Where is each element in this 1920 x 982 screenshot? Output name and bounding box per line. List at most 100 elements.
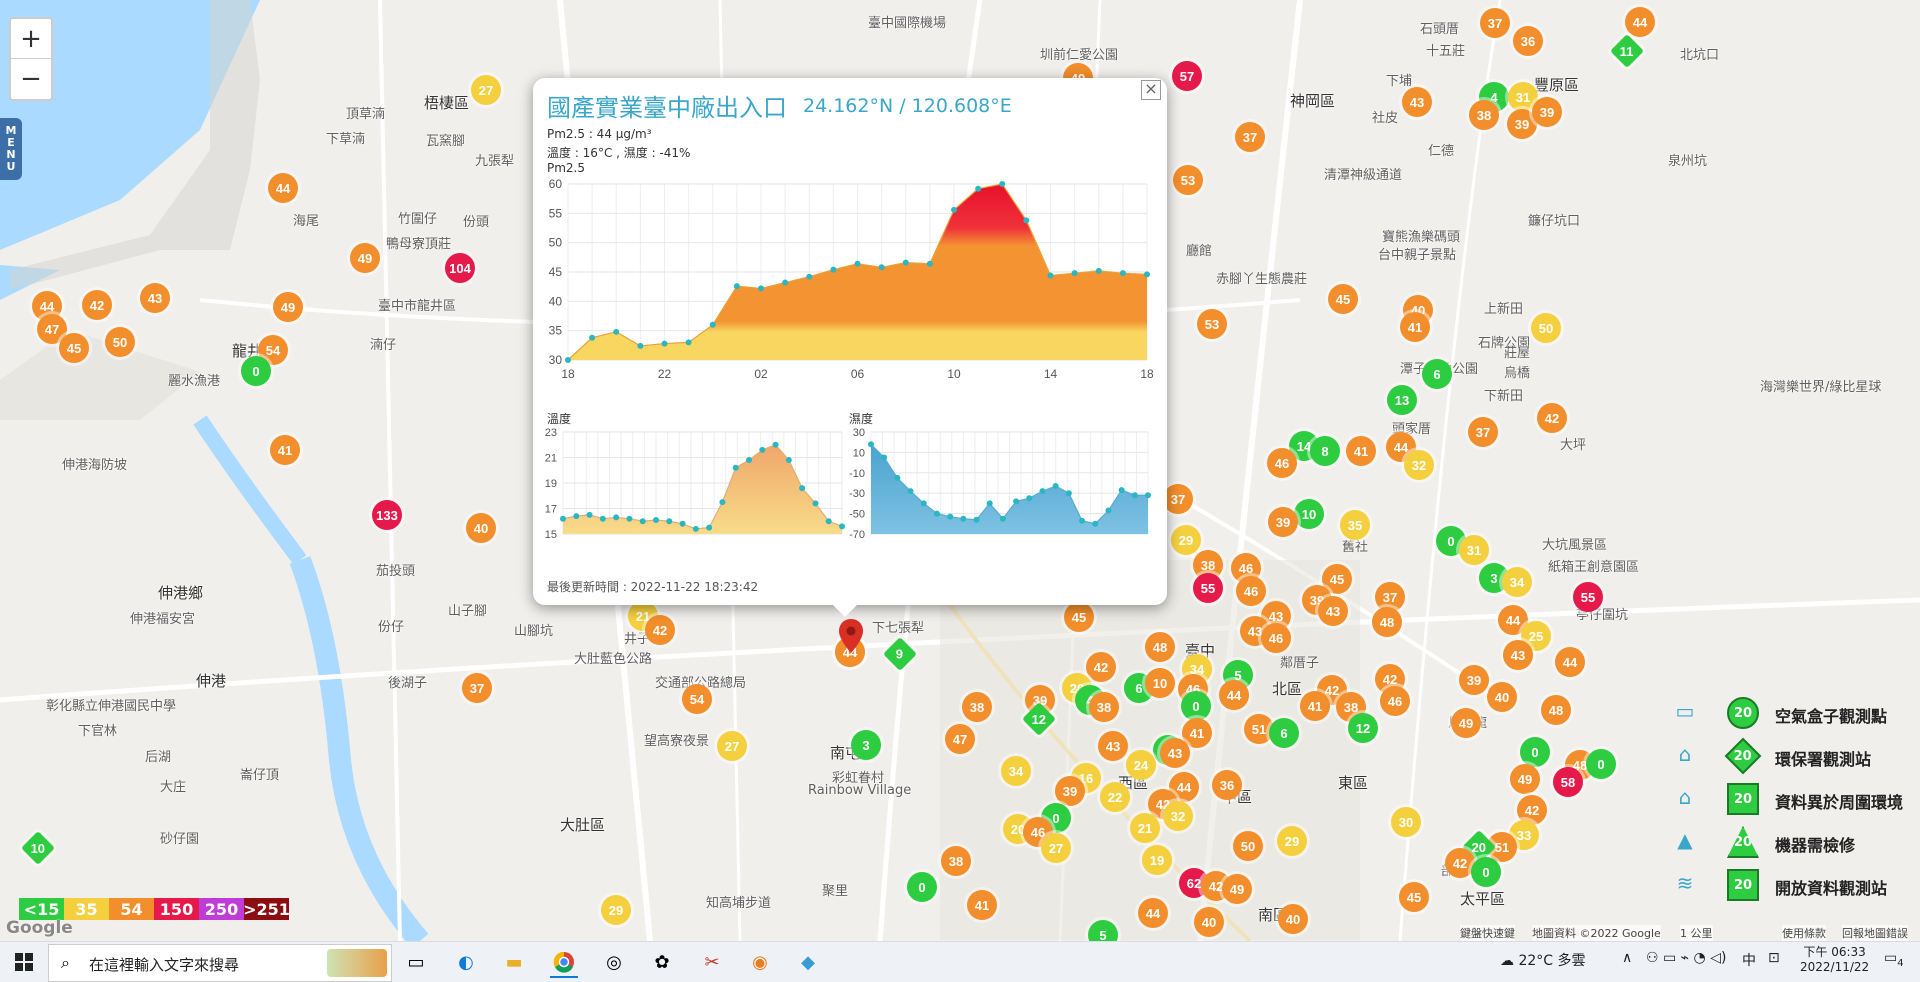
airbox-marker[interactable]: 37 (1235, 122, 1265, 152)
airbox-marker[interactable]: 13 (1387, 385, 1417, 415)
ime-indicator[interactable]: 中 (1742, 953, 1756, 969)
airbox-marker[interactable]: 42 (1537, 403, 1567, 433)
airbox-marker[interactable]: 12 (1348, 713, 1378, 743)
airbox-marker[interactable]: 6 (1422, 359, 1452, 389)
airbox-marker[interactable]: 55 (1193, 573, 1223, 603)
airbox-marker[interactable]: 27 (471, 75, 501, 105)
map-attribution-link[interactable]: 回報地圖錯誤 (1842, 925, 1908, 941)
airbox-marker[interactable]: 29 (1277, 826, 1307, 856)
airbox-marker[interactable]: 38 (962, 692, 992, 722)
airbox-marker[interactable]: 31 (1508, 82, 1538, 112)
airbox-marker[interactable]: 45 (59, 333, 89, 363)
airbox-marker[interactable]: 22 (1100, 782, 1130, 812)
tray-chevron-icon[interactable]: ∧ (1622, 950, 1633, 966)
airbox-marker[interactable]: 44 (1555, 647, 1585, 677)
airbox-marker[interactable]: 44 (268, 173, 298, 203)
system-clock[interactable]: 下午 06:33 2022/11/22 (1800, 943, 1869, 974)
airbox-marker[interactable]: 0 (1471, 857, 1501, 887)
airbox-marker[interactable]: 38 (1469, 100, 1499, 130)
airbox-marker[interactable]: 34 (1182, 654, 1212, 684)
airbox-marker[interactable]: 46 (1261, 623, 1291, 653)
airbox-marker[interactable]: 43 (1402, 87, 1432, 117)
airbox-marker[interactable]: 31 (1459, 535, 1489, 565)
airbox-marker[interactable]: 46 (1236, 576, 1266, 606)
map-attribution-link[interactable]: 1 公里 (1680, 925, 1713, 941)
airbox-marker[interactable]: 44 (1138, 898, 1168, 928)
airbox-marker[interactable]: 37 (1163, 484, 1193, 514)
taskbar-search-box[interactable]: ⌕ 在這裡輸入文字來搜尋 (48, 944, 392, 982)
airbox-marker[interactable]: 36 (1212, 770, 1242, 800)
airbox-marker[interactable]: 39 (1532, 97, 1562, 127)
airbox-marker[interactable]: 0 (1520, 737, 1550, 767)
edge-browser-icon[interactable]: ◐ (458, 951, 474, 973)
airbox-marker[interactable]: 46 (1380, 686, 1410, 716)
airbox-marker[interactable]: 37 (462, 673, 492, 703)
airbox-marker[interactable]: 38 (941, 846, 971, 876)
airbox-marker[interactable]: 8 (1310, 436, 1340, 466)
snipping-tool-icon[interactable]: ✂ (704, 951, 720, 973)
airbox-marker[interactable]: 37 (1375, 582, 1405, 612)
chrome-browser-icon[interactable] (550, 948, 578, 978)
app-icon-tile[interactable]: ◆ (801, 951, 815, 973)
map-attribution-link[interactable]: 地圖資料 ©2022 Google (1532, 925, 1661, 941)
airbox-marker[interactable]: 49 (1222, 874, 1252, 904)
airbox-marker[interactable]: 42 (645, 615, 675, 645)
map-canvas[interactable]: 臺中國際機場 圳前仁愛公園 梧棲區 頂草湳 下草湳 瓦窯腳 九張犁 海尾 竹圍仔 鴨母寮頂莊 份頭臺… (0, 0, 1920, 941)
zoom-in-button[interactable]: + (11, 19, 51, 59)
airbox-marker[interactable]: 34 (1001, 756, 1031, 786)
task-view-icon[interactable]: ▭ (407, 951, 425, 973)
weather-widget[interactable]: ☁ 22°C 多雲 (1500, 950, 1586, 970)
airbox-marker[interactable]: 36 (1513, 26, 1543, 56)
airbox-marker[interactable]: 41 (1346, 436, 1376, 466)
airbox-marker[interactable]: 46 (1267, 448, 1297, 478)
airbox-marker[interactable]: 48 (1541, 695, 1571, 725)
airbox-marker[interactable]: 42 (1086, 652, 1116, 682)
airbox-marker[interactable]: 49 (1451, 708, 1481, 738)
airbox-marker[interactable]: 39 (1268, 507, 1298, 537)
airbox-marker[interactable]: 32 (1404, 450, 1434, 480)
airbox-marker[interactable]: 43 (140, 283, 170, 313)
airbox-marker[interactable]: 47 (945, 724, 975, 754)
airbox-marker[interactable]: 40 (466, 513, 496, 543)
map-attribution-link[interactable]: 使用條款 (1782, 925, 1826, 941)
airbox-marker[interactable]: 45 (1399, 882, 1429, 912)
airbox-marker[interactable]: 0 (1586, 749, 1616, 779)
airbox-marker[interactable]: 41 (1300, 691, 1330, 721)
airbox-marker[interactable]: 44 (1625, 7, 1655, 37)
ime-mode-icon[interactable]: ⊡ (1768, 950, 1780, 966)
airbox-marker[interactable]: 29 (1171, 525, 1201, 555)
airbox-marker[interactable]: 45 (1064, 602, 1094, 632)
airbox-marker[interactable]: 50 (1531, 313, 1561, 343)
airbox-marker[interactable]: 44 (32, 291, 62, 321)
airbox-marker[interactable]: 53 (1173, 165, 1203, 195)
airbox-marker[interactable]: 42 (1445, 848, 1475, 878)
airbox-marker[interactable]: 37 (1468, 417, 1498, 447)
airbox-marker[interactable]: 43 (1503, 640, 1533, 670)
airbox-marker[interactable]: 10 (1294, 499, 1324, 529)
airbox-marker[interactable]: 48 (1372, 607, 1402, 637)
airbox-marker[interactable]: 40 (1194, 907, 1224, 937)
airbox-marker[interactable]: 27 (1041, 833, 1071, 863)
airbox-marker[interactable]: 37 (1480, 8, 1510, 38)
airbox-marker[interactable]: 35 (1340, 510, 1370, 540)
airbox-marker[interactable]: 3 (851, 730, 881, 760)
airbox-marker[interactable]: 42 (82, 290, 112, 320)
airbox-marker[interactable]: 49 (273, 292, 303, 322)
airbox-marker[interactable]: 54 (682, 684, 712, 714)
airbox-marker[interactable]: 43 (1098, 731, 1128, 761)
airbox-marker[interactable]: 29 (601, 895, 631, 925)
airbox-marker[interactable]: 0 (241, 356, 271, 386)
airbox-marker[interactable]: 49 (1510, 764, 1540, 794)
airbox-marker[interactable]: 21 (1130, 813, 1160, 843)
windows-start-icon[interactable] (10, 948, 38, 976)
airbox-marker[interactable]: 53 (1197, 309, 1227, 339)
airbox-marker[interactable]: 5 (1088, 920, 1118, 941)
airbox-marker[interactable]: 58 (1553, 767, 1583, 797)
popup-close-button[interactable]: × (1141, 80, 1161, 100)
compass-app-icon[interactable]: ◎ (606, 951, 622, 973)
airbox-marker[interactable]: 41 (1400, 312, 1430, 342)
blender-icon[interactable]: ◉ (752, 951, 768, 973)
airbox-marker[interactable]: 30 (1391, 807, 1421, 837)
airbox-marker[interactable]: 0 (1181, 691, 1211, 721)
